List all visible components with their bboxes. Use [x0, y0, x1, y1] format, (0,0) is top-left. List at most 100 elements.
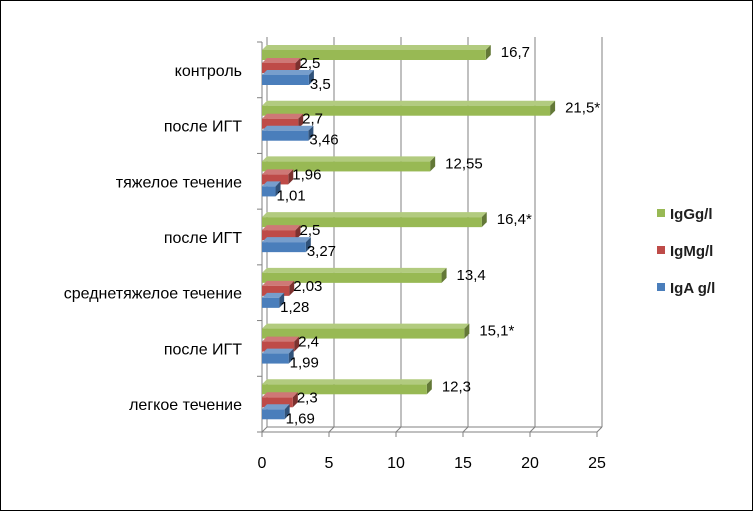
bar-side-face	[481, 212, 487, 228]
bar-igggl	[262, 323, 470, 339]
data-label: 3,46	[309, 132, 338, 149]
legend-label: IgA g/l	[670, 280, 715, 297]
bar-igagl	[262, 125, 314, 141]
bar-top-face	[262, 336, 300, 342]
bar-side-face	[550, 100, 556, 116]
bar-igggl	[262, 267, 447, 283]
data-label: 21,5*	[565, 100, 600, 117]
bar-front-face	[262, 272, 442, 283]
bar-front-face	[262, 105, 551, 116]
category-label: легкое течение	[129, 397, 242, 414]
bar-front-face	[262, 285, 290, 296]
bar-front-face	[262, 353, 289, 364]
floor-line	[261, 426, 268, 433]
legend-swatch	[657, 246, 665, 254]
category-label: после ИГТ	[164, 230, 242, 247]
bar-top-face	[262, 113, 304, 119]
bar-top-face	[262, 379, 432, 385]
category-label: среднетяжелое течение	[64, 286, 242, 303]
bar-top-face	[262, 225, 301, 231]
data-label: 2,03	[293, 278, 322, 295]
bar-top-face	[262, 45, 491, 50]
bar-side-face	[275, 181, 281, 197]
data-label: 1,01	[277, 187, 306, 204]
bar-igagl	[262, 292, 285, 308]
floor-line	[328, 426, 335, 433]
bar-front-face	[262, 242, 306, 253]
data-label: 3,5	[310, 76, 331, 93]
x-tick-label: 20	[521, 455, 539, 472]
data-label: 1,96	[292, 166, 321, 183]
bar-top-face	[262, 181, 281, 187]
bar-top-face	[262, 292, 285, 298]
bar-igmgl	[262, 169, 294, 185]
legend-label: IgMg/l	[670, 243, 713, 260]
bar-igagl	[262, 404, 290, 420]
data-label: 1,69	[286, 410, 315, 427]
bar-side-face	[308, 125, 314, 141]
bar-side-face	[288, 169, 294, 185]
data-label: 13,4	[457, 267, 486, 284]
bar-top-face	[262, 323, 470, 329]
bar-top-face	[262, 348, 294, 354]
data-label: 16,4*	[497, 211, 532, 228]
category-labels: легкое течение после ИГТ среднетяжелое теч…	[64, 63, 242, 414]
bar-igmgl	[262, 280, 295, 296]
bar-front-face	[262, 328, 465, 339]
data-label: 12,3	[442, 378, 471, 395]
bar-front-face	[262, 384, 427, 395]
bar-front-face	[262, 75, 309, 85]
bar-front-face	[262, 230, 296, 241]
bar-front-face	[262, 50, 486, 60]
data-label: 12,55	[445, 155, 483, 172]
bar-top-face	[262, 70, 314, 75]
bar-top-face	[262, 237, 311, 243]
data-labels: 12,3 2,3 1,69 15,1* 2,4 1,99 13,4 2,03 1,28 16,4*…	[277, 44, 601, 427]
x-tick-label: 5	[325, 455, 334, 472]
bar-igmgl	[262, 336, 300, 352]
legend: IgGg/l IgMg/l IgA g/l	[657, 206, 715, 297]
bar-top-face	[262, 58, 301, 63]
bar-igagl	[262, 237, 311, 253]
legend-label: IgGg/l	[670, 206, 713, 223]
bar-igggl	[262, 156, 436, 172]
data-label: 1,99	[290, 355, 319, 372]
x-tick-label: 10	[387, 455, 405, 472]
floor-line	[596, 426, 603, 433]
bar-top-face	[262, 280, 295, 286]
bar-front-face	[262, 161, 431, 172]
category-label: после ИГТ	[164, 341, 242, 358]
bar-side-face	[441, 267, 447, 283]
bar-side-face	[308, 70, 314, 85]
x-tick-label: 15	[454, 455, 472, 472]
bar-igggl	[262, 212, 487, 228]
bar-top-face	[262, 169, 294, 175]
data-label: 2,5	[300, 55, 321, 72]
data-label: 2,3	[297, 389, 318, 406]
data-label: 2,4	[298, 334, 319, 351]
bar-front-face	[262, 186, 276, 197]
floor-line	[395, 426, 402, 433]
bar-side-face	[295, 225, 301, 241]
data-label: 16,7	[501, 44, 530, 61]
bar-side-face	[288, 348, 294, 364]
bar-front-face	[262, 174, 289, 185]
bar-top-face	[262, 267, 447, 273]
category-label: после ИГТ	[164, 119, 242, 136]
floor-line	[462, 426, 469, 433]
bar-top-face	[262, 156, 436, 162]
bar-side-face	[430, 156, 436, 172]
legend-swatch	[657, 283, 665, 291]
bar-side-face	[295, 58, 301, 73]
bar-igagl	[262, 181, 281, 197]
bar-side-face	[292, 392, 298, 408]
bar-igmgl	[262, 58, 301, 73]
bar-side-face	[284, 404, 290, 420]
floor-line	[529, 426, 536, 433]
bar-side-face	[289, 280, 295, 296]
bar-top-face	[262, 100, 556, 106]
data-label: 2,5	[300, 222, 321, 239]
data-label: 1,28	[280, 299, 309, 316]
bar-front-face	[262, 297, 280, 308]
bar-igggl	[262, 100, 556, 116]
